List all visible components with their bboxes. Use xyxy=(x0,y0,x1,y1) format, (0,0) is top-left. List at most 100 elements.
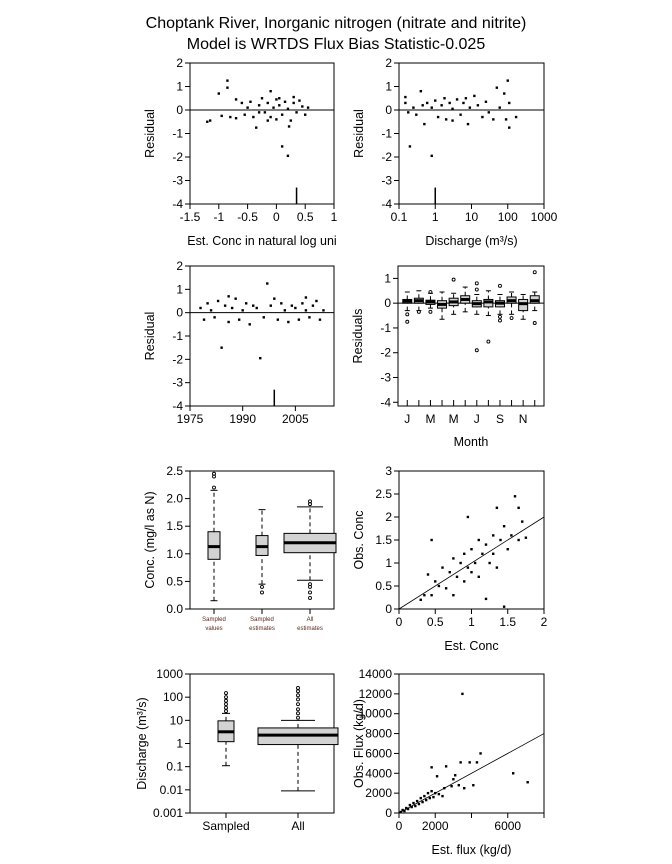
data-point xyxy=(455,575,459,578)
y-tick-label: 1 xyxy=(176,282,183,296)
x-tick-label: M xyxy=(449,412,459,426)
data-point xyxy=(436,115,440,119)
data-point xyxy=(412,801,415,805)
data-point xyxy=(443,97,446,100)
data-point xyxy=(426,573,430,576)
data-point xyxy=(399,810,403,814)
data-point xyxy=(461,692,464,696)
data-point xyxy=(503,92,506,95)
y-tick-label: 0.0 xyxy=(166,602,183,616)
data-point xyxy=(473,561,477,565)
data-point xyxy=(453,774,457,777)
plot-frame xyxy=(398,62,545,205)
data-point xyxy=(206,120,209,123)
data-point xyxy=(459,113,462,116)
data-point xyxy=(440,104,443,107)
data-point xyxy=(269,304,272,307)
data-point xyxy=(297,318,301,321)
y-tick-label: -2 xyxy=(172,352,183,366)
x-tick-label: 6000 xyxy=(494,819,521,833)
y-tick-label: 2.0 xyxy=(166,492,183,506)
y-tick-label: 2 xyxy=(176,259,183,273)
y-tick-label: 0 xyxy=(176,103,183,117)
outlier-point xyxy=(498,318,502,323)
y-tick-label: 10 xyxy=(170,713,184,727)
data-point xyxy=(246,106,249,109)
x-tick-label: J xyxy=(474,412,480,426)
y-tick-label: 0.01 xyxy=(160,783,184,797)
outlier-point xyxy=(308,584,312,589)
data-point xyxy=(444,587,448,590)
outlier-point xyxy=(224,695,228,700)
data-point xyxy=(248,323,251,326)
y-axis-label: Discharge (m³/s) xyxy=(135,697,149,789)
data-point xyxy=(468,761,471,764)
data-point xyxy=(280,302,283,305)
data-point xyxy=(408,145,412,148)
y-tick-label: 1.5 xyxy=(375,533,392,547)
y-tick-label: -3 xyxy=(172,376,183,390)
y-axis-label: Obs. Flux (kg/d) xyxy=(352,699,366,788)
title-line-2: Model is WRTDS Flux Bias Statistic-0.025 xyxy=(187,36,486,53)
y-axis-label: Residual xyxy=(143,109,157,158)
data-point xyxy=(479,752,482,755)
data-point xyxy=(464,97,468,100)
data-point xyxy=(290,304,294,307)
x-axis-label: Est. flux (kg/d) xyxy=(432,843,512,857)
data-point xyxy=(217,92,220,95)
data-point xyxy=(275,118,278,121)
outlier-point xyxy=(296,697,300,702)
x-axis-label: Est. Conc xyxy=(444,639,498,653)
data-point xyxy=(457,784,461,787)
data-point xyxy=(476,104,480,107)
data-point xyxy=(202,318,206,321)
y-tick-label: -1 xyxy=(381,127,392,141)
y-axis-label: Residuals xyxy=(351,309,365,364)
data-point xyxy=(466,566,470,569)
y-tick-label: 0.5 xyxy=(375,579,392,593)
outlier-point xyxy=(498,283,502,288)
data-point xyxy=(517,538,520,542)
data-point xyxy=(430,789,433,793)
outlier-point xyxy=(296,689,300,694)
data-point xyxy=(410,805,413,809)
data-point xyxy=(266,119,269,122)
x-tick-label: 10 xyxy=(465,210,479,224)
x-tick-label: S xyxy=(496,412,504,426)
data-point xyxy=(213,316,216,319)
data-point xyxy=(407,111,410,114)
outlier-point xyxy=(428,309,433,314)
y-tick-label: -3 xyxy=(381,174,392,188)
data-point xyxy=(229,115,232,119)
data-point xyxy=(255,306,258,310)
data-point xyxy=(499,538,502,542)
y-tick-label: -3 xyxy=(172,174,183,188)
data-point xyxy=(502,525,506,528)
y-tick-label: -4 xyxy=(380,395,391,409)
data-point xyxy=(430,766,433,769)
y-tick-label: -1 xyxy=(380,321,391,335)
y-tick-label: -3 xyxy=(380,371,391,385)
data-point xyxy=(524,536,528,539)
data-point xyxy=(459,761,462,764)
data-point xyxy=(408,803,412,807)
data-point xyxy=(276,318,280,321)
x-axis-label: Month xyxy=(454,435,489,449)
y-tick-label: 0 xyxy=(385,806,392,820)
data-point xyxy=(481,552,484,555)
y-tick-label: 1 xyxy=(176,737,183,751)
panel-time-residual: -4 -3 -2 -1 0 1 2 1975 1990 2005 Residual xyxy=(143,259,335,426)
data-point xyxy=(434,99,437,102)
data-point xyxy=(521,520,524,523)
outlier-point xyxy=(308,499,312,504)
data-point xyxy=(223,304,227,307)
data-point xyxy=(437,584,441,588)
data-point xyxy=(216,299,220,303)
data-point xyxy=(435,775,439,778)
outlier-point xyxy=(451,277,456,282)
data-point xyxy=(275,98,278,101)
y-tick-label: 2.5 xyxy=(375,487,392,501)
data-point xyxy=(423,122,426,126)
data-point xyxy=(308,316,311,319)
y-tick-label: 2000 xyxy=(365,786,392,800)
